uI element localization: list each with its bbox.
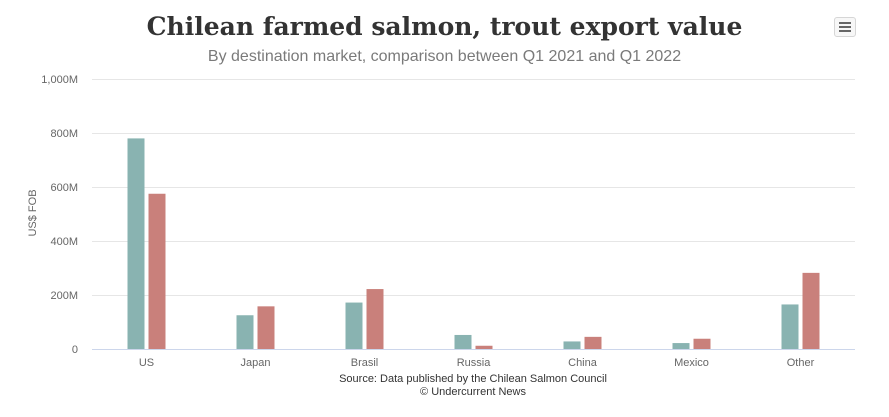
bar-brasil-series-2[interactable] (366, 289, 384, 349)
x-tick-label: US (139, 357, 154, 369)
bar-russia-series-2[interactable] (475, 345, 493, 349)
y-tick-label: 0 (72, 344, 78, 356)
hamburger-menu-icon (839, 22, 851, 24)
x-tick-label: Other (787, 357, 815, 369)
y-tick-label: 200M (50, 290, 78, 302)
bars (127, 138, 820, 349)
y-tick-label: 400M (50, 236, 78, 248)
y-tick-label: 800M (50, 128, 78, 140)
bar-china-series-1[interactable] (563, 341, 581, 349)
bar-other-series-1[interactable] (781, 304, 799, 349)
bar-mexico-series-2[interactable] (693, 338, 711, 349)
x-tick-label: Russia (457, 357, 492, 369)
chart-menu-button[interactable] (834, 17, 856, 37)
bar-other-series-2[interactable] (802, 272, 820, 349)
x-tick-label: Mexico (674, 357, 709, 369)
bar-us-series-2[interactable] (148, 193, 166, 349)
x-tick-label: Japan (241, 357, 271, 369)
bar-brasil-series-1[interactable] (345, 302, 363, 349)
bar-mexico-series-1[interactable] (672, 343, 690, 349)
x-tick-label: China (568, 357, 598, 369)
chart-title: Chilean farmed salmon, trout export valu… (146, 12, 743, 41)
gridlines (92, 79, 855, 296)
bar-china-series-2[interactable] (584, 336, 602, 349)
y-tick-label: 600M (50, 182, 78, 194)
bar-us-series-1[interactable] (127, 138, 145, 349)
bar-russia-series-1[interactable] (454, 334, 472, 349)
x-axis-ticks: US Japan Brasil Russia China Mexico Other (139, 357, 815, 369)
bar-japan-series-1[interactable] (236, 315, 254, 349)
x-tick-label: Brasil (351, 357, 379, 369)
source-note: Source: Data published by the Chilean Sa… (339, 373, 607, 385)
y-axis-ticks: 0 200M 400M 600M 800M 1,000M (41, 74, 78, 356)
y-tick-label: 1,000M (41, 74, 78, 86)
y-axis-label: US$ FOB (27, 189, 39, 236)
bar-japan-series-2[interactable] (257, 306, 275, 349)
credit-note: © Undercurrent News (420, 386, 526, 398)
chart-subtitle: By destination market, comparison betwee… (207, 48, 682, 65)
